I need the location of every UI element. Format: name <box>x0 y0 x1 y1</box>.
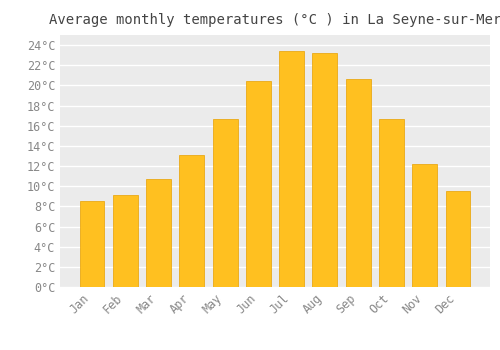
Bar <box>212 119 238 287</box>
Bar <box>312 53 338 287</box>
Bar <box>180 155 204 287</box>
Bar <box>279 51 304 287</box>
Title: Average monthly temperatures (°C ) in La Seyne-sur-Mer: Average monthly temperatures (°C ) in La… <box>49 13 500 27</box>
Bar <box>346 79 370 287</box>
Bar <box>379 119 404 287</box>
Bar <box>246 81 271 287</box>
Bar <box>146 179 171 287</box>
Bar <box>412 164 437 287</box>
Bar <box>80 201 104 287</box>
Bar <box>446 191 470 287</box>
Bar <box>113 195 138 287</box>
